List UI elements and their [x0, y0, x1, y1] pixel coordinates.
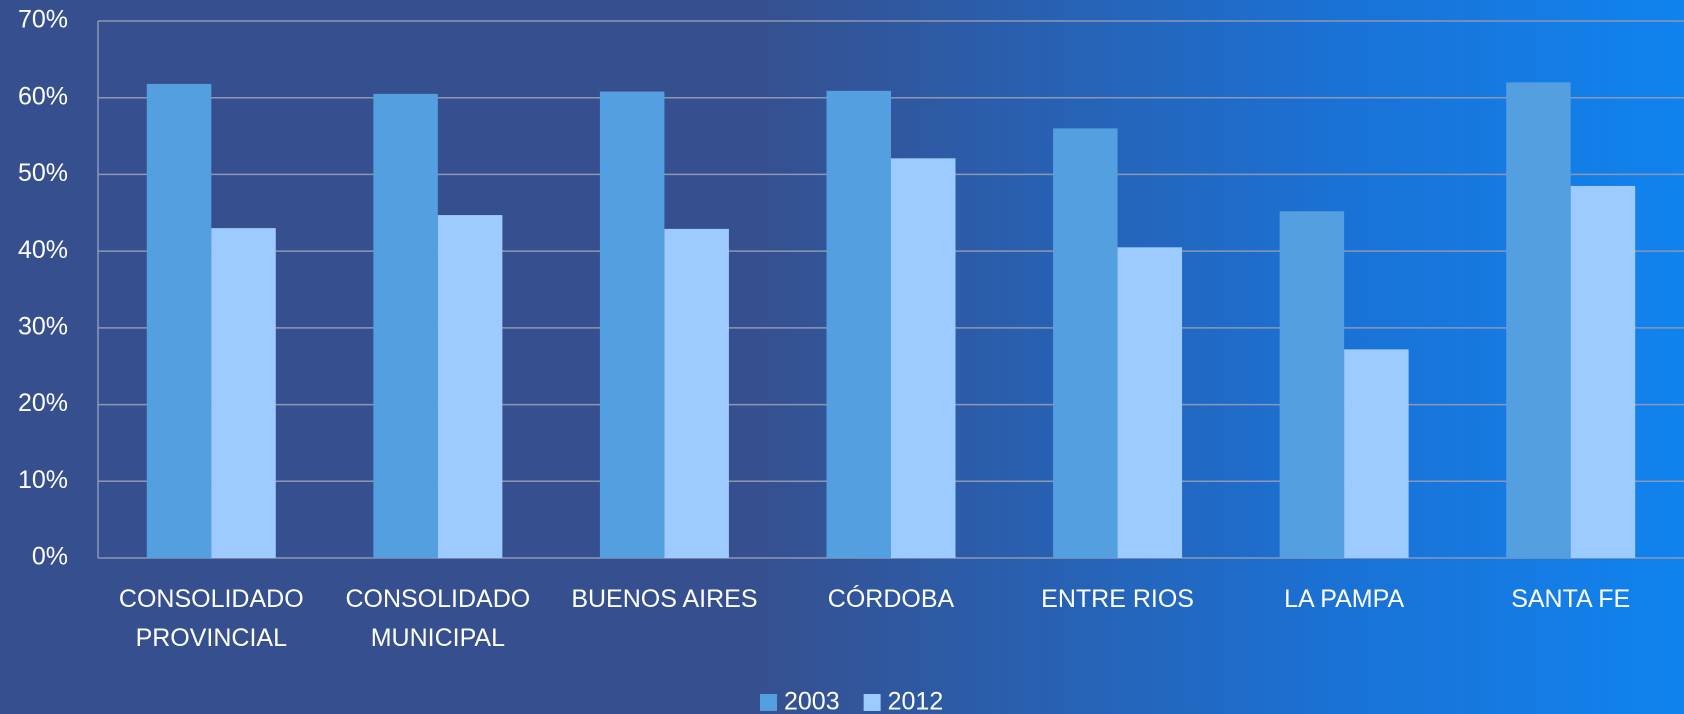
legend-label: 2012 [888, 688, 944, 714]
x-tick-label: CÓRDOBA [827, 585, 955, 613]
x-tick-label: CONSOLIDADO PROVINCIAL [118, 585, 304, 652]
bar [826, 90, 891, 558]
bar [437, 215, 503, 558]
bar [1506, 82, 1571, 558]
x-tick-label: LA PAMPA [1284, 585, 1405, 613]
y-tick-label: 10% [18, 466, 68, 494]
bar [1279, 211, 1345, 558]
bar [664, 228, 729, 558]
bar [1117, 247, 1183, 559]
y-tick-label: 40% [18, 236, 68, 264]
legend-swatch [760, 694, 777, 711]
y-tick-label: 30% [18, 312, 68, 340]
y-tick-label: 70% [18, 6, 68, 34]
x-tick-label: BUENOS AIRES [571, 585, 758, 613]
bar [1344, 349, 1409, 558]
legend-label: 2003 [784, 688, 840, 714]
bar [146, 83, 212, 559]
bar [211, 228, 276, 558]
bar [1570, 185, 1636, 558]
y-tick-label: 0% [32, 543, 68, 571]
x-tick-label: SANTA FE [1511, 585, 1631, 613]
bar [599, 91, 665, 558]
legend-swatch [863, 694, 881, 711]
x-tick-label: CONSOLIDADO MUNICIPAL [345, 585, 531, 652]
bar [1053, 128, 1118, 558]
y-tick-label: 60% [18, 82, 68, 110]
y-tick-label: 20% [18, 389, 68, 417]
y-tick-label: 50% [18, 159, 68, 187]
bar [373, 93, 438, 558]
x-tick-label: ENTRE RIOS [1041, 585, 1194, 613]
bar [891, 158, 956, 558]
